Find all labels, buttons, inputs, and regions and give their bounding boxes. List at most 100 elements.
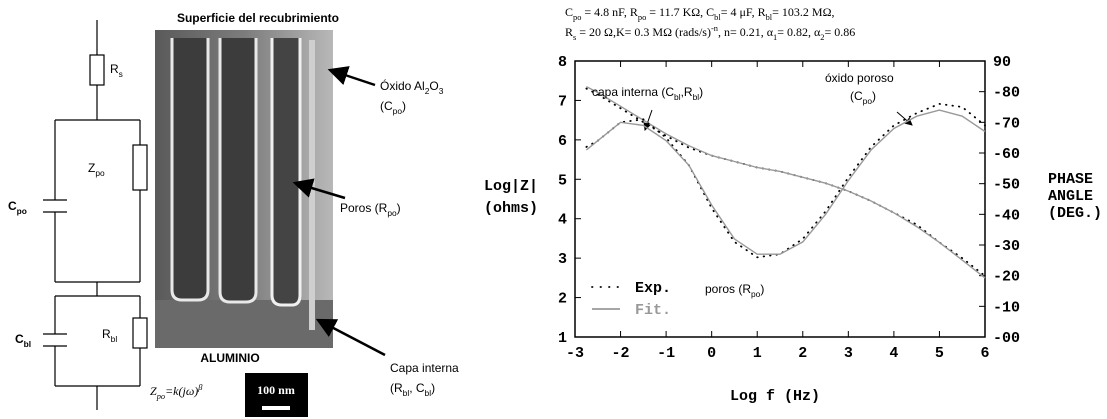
y-tick-label: 8 (558, 54, 567, 71)
text-part: , n= 0.21, α (718, 25, 774, 39)
text-part: ,R (681, 85, 693, 99)
micrograph-label: Capa interna (390, 361, 459, 375)
text-part: po (95, 168, 105, 178)
y2-tick-label: -60 (993, 146, 1020, 163)
y-tick-label: 5 (558, 172, 567, 189)
text-part: po (387, 208, 397, 218)
text-part: ) (699, 85, 703, 99)
y2-tick-label: -30 (993, 238, 1020, 255)
text-part: R (102, 327, 111, 341)
plot-arrows (643, 109, 913, 131)
circuit-label: Zpo (88, 161, 105, 178)
text-part: bl (714, 13, 721, 22)
annotation: óxido poroso (825, 71, 894, 85)
y2-tick-label: -70 (993, 115, 1020, 132)
text-part: s (573, 33, 576, 42)
text-part: Poros (R (340, 201, 388, 215)
series-line (585, 87, 986, 277)
text-part: bl (693, 92, 700, 102)
text-part: β (197, 383, 203, 392)
text-part: ) (402, 99, 406, 113)
series-line (586, 85, 986, 279)
text-part: 1 (773, 33, 777, 42)
series-line (585, 102, 986, 259)
text-part: po (573, 13, 581, 22)
y2-tick-label: -00 (993, 330, 1020, 347)
legend-label: Exp. (635, 280, 671, 297)
text-part: po (638, 13, 646, 22)
text-part: (C (380, 99, 393, 113)
text-part: O (429, 79, 438, 93)
x-tick-label: 0 (707, 345, 716, 362)
y-tick-label: 1 (558, 330, 567, 347)
legend-label: Fit. (635, 302, 671, 319)
text-part: bl (674, 92, 681, 102)
micrograph-label: Óxido Al2O3 (380, 78, 444, 96)
text-part: -n (711, 24, 719, 33)
y-axis-label: Log|Z| (484, 178, 538, 195)
y2-tick-label: -40 (993, 207, 1020, 224)
text-part: 3 (439, 86, 444, 96)
micrograph-label: (Cpo) (380, 99, 406, 116)
y-tick-label: 7 (558, 93, 567, 110)
text-part: (R (390, 381, 403, 395)
text-part: 2 (425, 86, 430, 96)
circuit-label: Cpo (8, 199, 27, 216)
micrograph-label: (Rbl, Cbl) (390, 381, 435, 398)
text-part: po (156, 392, 165, 401)
formula: Zpo=k(jω)β (150, 383, 203, 401)
arrows (292, 66, 386, 357)
text-part: = 0.82, α (777, 25, 821, 39)
text-part: ) (397, 201, 401, 215)
x-tick-label: 2 (798, 345, 807, 362)
text-part: = 4 μF, R (721, 5, 766, 19)
series-line (585, 109, 986, 255)
y2-tick-label: -50 (993, 177, 1020, 194)
text-part: = 103.2 MΩ, (772, 5, 834, 19)
y2-axis-label: (DEG.) (1048, 205, 1102, 222)
text-part: ) (760, 282, 764, 296)
y2-tick-label: -10 (993, 299, 1020, 316)
text-part: bl (766, 13, 773, 22)
y2-tick-label: 90 (993, 54, 1011, 71)
text-part: = 20 Ω,K= 0.3 MΩ (rads/s) (576, 25, 711, 39)
y-tick-label: 3 (558, 251, 567, 268)
substrate-label: ALUMINIO (200, 351, 259, 365)
y-tick-label: 4 (558, 212, 567, 229)
x-axis-label: Log f (Hz) (730, 388, 820, 405)
text-part: poros (R (705, 282, 751, 296)
plot-frame (574, 60, 986, 338)
y2-axis-label: ANGLE (1048, 188, 1093, 205)
text-part: Capa interna (390, 361, 459, 375)
text-part: Óxido Al (380, 78, 425, 93)
micrograph-title: Superficie del recubrimiento (177, 11, 339, 25)
parameters: Cpo = 4.8 nF, Rpo = 11.7 KΩ, Cbl= 4 μF, … (565, 5, 834, 22)
text-part: Z (88, 161, 95, 175)
text-part: ) (431, 381, 435, 395)
y2-tick-label: -80 (993, 85, 1020, 102)
text-part: bl (403, 388, 410, 398)
parameters: Rs = 20 Ω,K= 0.3 MΩ (rads/s)-n, n= 0.21,… (565, 24, 855, 42)
x-tick-label: 3 (844, 345, 853, 362)
circuit-label: Rbl (102, 327, 117, 344)
x-tick-label: -2 (612, 345, 630, 362)
x-tick-label: -1 (657, 345, 675, 362)
text-part: s (119, 69, 123, 79)
text-part: = 0.86 (824, 25, 855, 39)
text-part: C (15, 332, 24, 346)
annotation: capa interna (Cbl,Rbl) (592, 85, 703, 102)
text-part: = 4.8 nF, R (581, 5, 637, 19)
text-part: C (565, 5, 573, 19)
text-part: po (17, 206, 27, 216)
circuit-label: Rs (110, 62, 123, 79)
text-part: capa interna (C (592, 85, 674, 99)
y-axis-label: (ohms) (484, 200, 538, 217)
text-part: = 11.7 KΩ, C (646, 5, 714, 19)
y2-axis-label: PHASE (1048, 171, 1093, 188)
text-part: bl (111, 334, 118, 344)
text-part: ) (872, 89, 876, 103)
circuit (43, 20, 148, 410)
text-part: R (565, 25, 573, 39)
y-tick-label: 2 (558, 291, 567, 308)
x-tick-label: 4 (889, 345, 898, 362)
